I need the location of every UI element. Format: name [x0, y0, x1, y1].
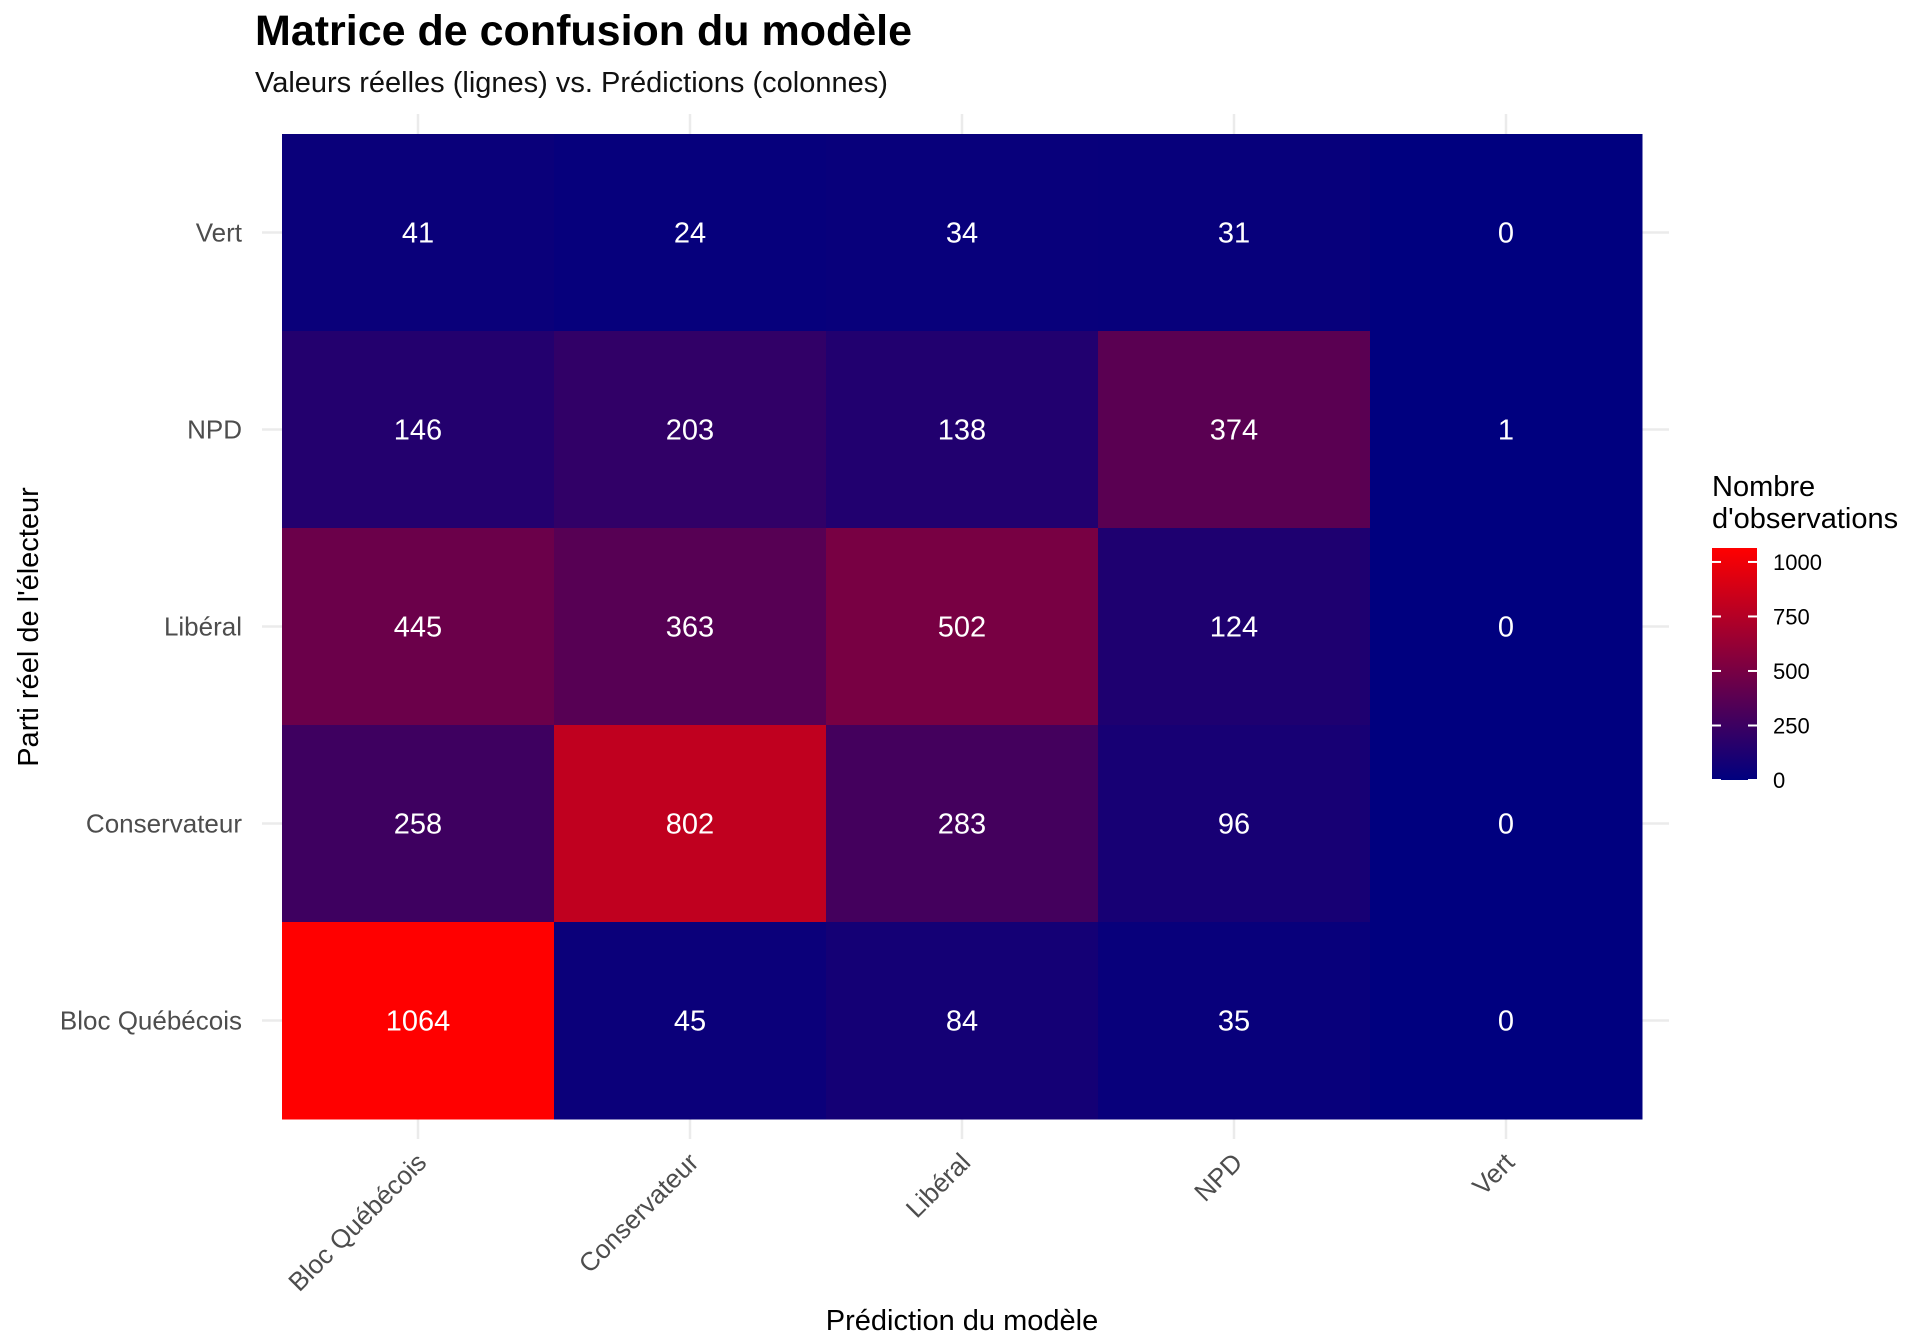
heatmap-cell [282, 725, 555, 923]
chart-subtitle: Valeurs réelles (lignes) vs. Prédictions… [255, 67, 888, 99]
cell-value-label: 0 [1498, 612, 1514, 644]
heatmap-cell [282, 134, 555, 332]
x-axis-ticks: Bloc Québécois Conservateur Libéral NPD Vert [282, 1146, 1521, 1297]
heatmap-cell [554, 528, 827, 726]
heatmap-cell [554, 922, 827, 1120]
cell-value-label: 1064 [386, 1006, 451, 1038]
heatmap-cell [1098, 725, 1371, 923]
heatmap-cell [826, 528, 1099, 726]
cell-value-label: 203 [666, 415, 714, 447]
y-axis-ticks: Vert NPD Libéral Conservateur Bloc Québécois [60, 218, 243, 1036]
heatmap-cell [826, 134, 1099, 332]
heatmap-cell [1370, 134, 1643, 332]
heatmap-cell [1098, 922, 1371, 1120]
cell-value-label: 502 [938, 612, 986, 644]
x-tick-label: Conservateur [573, 1147, 705, 1279]
legend-tick-label: 750 [1773, 604, 1810, 629]
heatmap-cell [554, 331, 827, 529]
heatmap-cell [282, 331, 555, 529]
heatmap-cell [282, 922, 555, 1120]
heatmap-cell [1098, 331, 1371, 529]
cell-value-label: 1 [1498, 415, 1514, 447]
y-tick-label: Conservateur [86, 809, 242, 839]
heatmap-cells [282, 134, 1643, 1120]
y-tick-label: Vert [196, 218, 243, 248]
cell-value-label: 283 [938, 809, 986, 841]
cell-value-label: 0 [1498, 809, 1514, 841]
heatmap-cell [554, 725, 827, 923]
legend-ticks: 0 250 500 750 1000 [1712, 550, 1822, 793]
cell-value-label: 96 [1218, 809, 1250, 841]
heatmap-cell [1098, 528, 1371, 726]
y-tick-label: Libéral [164, 612, 242, 642]
chart-title: Matrice de confusion du modèle [255, 7, 912, 55]
cell-value-label: 0 [1498, 218, 1514, 250]
cell-value-label: 31 [1218, 218, 1250, 250]
cell-value-label: 445 [394, 612, 442, 644]
x-axis-title: Prédiction du modèle [826, 1305, 1098, 1337]
cell-value-label: 41 [402, 218, 434, 250]
legend-tick-label: 0 [1773, 768, 1785, 793]
cell-value-label: 363 [666, 612, 714, 644]
y-axis-title: Parti réel de l'électeur [13, 487, 45, 767]
cell-value-label: 802 [666, 809, 714, 841]
legend-tick-label: 1000 [1773, 550, 1822, 575]
heatmap-cell [554, 134, 827, 332]
x-tick-label: Bloc Québécois [282, 1147, 432, 1297]
heatmap-cell-labels: 41 24 34 31 0 146 203 138 374 1 445 363 502 124 0 258 80… [386, 218, 1514, 1038]
cell-value-label: 258 [394, 809, 442, 841]
x-tick-label: Libéral [900, 1147, 976, 1223]
heatmap-cell [826, 725, 1099, 923]
cell-value-label: 45 [674, 1006, 706, 1038]
cell-value-label: 146 [394, 415, 442, 447]
heatmap-cell [1370, 331, 1643, 529]
cell-value-label: 138 [938, 415, 986, 447]
heatmap-cell [826, 922, 1099, 1120]
legend-colorbar [1712, 548, 1757, 780]
legend-title-line-1: Nombre [1712, 471, 1815, 503]
cell-value-label: 0 [1498, 1006, 1514, 1038]
heatmap-cell [1370, 922, 1643, 1120]
x-tick-label: Vert [1466, 1146, 1520, 1200]
y-tick-label: NPD [187, 415, 242, 445]
cell-value-label: 124 [1210, 612, 1258, 644]
heatmap-cell [1370, 528, 1643, 726]
cell-value-label: 24 [674, 218, 706, 250]
heatmap-cell [282, 528, 555, 726]
cell-value-label: 34 [946, 218, 978, 250]
legend-tick-label: 500 [1773, 659, 1810, 684]
y-tick-label: Bloc Québécois [60, 1006, 242, 1036]
legend-title-line-2: d'observations [1712, 503, 1898, 535]
color-legend: Nombre d'observations 0 250 500 750 1000 [1712, 471, 1898, 793]
cell-value-label: 374 [1210, 415, 1258, 447]
x-tick-label: NPD [1188, 1147, 1248, 1207]
legend-tick-label: 250 [1773, 713, 1810, 738]
heatmap-cell [1098, 134, 1371, 332]
cell-value-label: 84 [946, 1006, 978, 1038]
cell-value-label: 35 [1218, 1006, 1250, 1038]
heatmap-cell [826, 331, 1099, 529]
heatmap-cell [1370, 725, 1643, 923]
